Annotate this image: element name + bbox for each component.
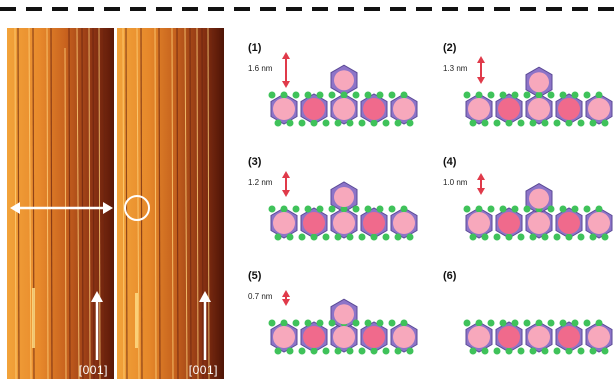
panel-number: (1) bbox=[248, 42, 262, 54]
panel-size-label: 1.6 nm bbox=[248, 64, 273, 73]
stm-image-left: [001] bbox=[7, 28, 114, 379]
molecular-structure bbox=[463, 319, 613, 355]
panel-size-label: 1.3 nm bbox=[443, 64, 468, 73]
direction-arrow bbox=[199, 291, 211, 360]
molecular-structure bbox=[463, 183, 613, 241]
scale-arrow-icon bbox=[477, 56, 485, 84]
panel-size-label: 1.2 nm bbox=[248, 178, 273, 187]
panel-number: (4) bbox=[443, 156, 457, 168]
width-double-arrow bbox=[10, 202, 113, 214]
stm-texture bbox=[117, 28, 224, 379]
panel-number: (3) bbox=[248, 156, 262, 168]
scale-arrow-icon bbox=[282, 52, 290, 88]
axis-direction-label: [001] bbox=[188, 363, 218, 377]
dashed-separator bbox=[0, 7, 615, 11]
panel-number: (5) bbox=[248, 270, 262, 282]
panel-number: (6) bbox=[443, 270, 457, 282]
model-panel-3: (3) 1.2 nm bbox=[248, 156, 432, 266]
panel-size-label: 0.7 nm bbox=[248, 292, 273, 301]
stm-image-right: [001] bbox=[117, 28, 224, 379]
model-panel-1: (1) 1.6 nm bbox=[248, 42, 432, 152]
stm-texture bbox=[7, 28, 114, 379]
molecular-structure bbox=[268, 298, 418, 355]
model-panel-4: (4) 1.0 nm bbox=[443, 156, 615, 266]
axis-direction-label: [001] bbox=[78, 363, 108, 377]
panel-size-label: 1.0 nm bbox=[443, 178, 468, 187]
molecular-structure bbox=[463, 66, 613, 127]
model-panel-6: (6) bbox=[443, 270, 615, 380]
highlight-circle bbox=[124, 195, 150, 221]
direction-arrow bbox=[91, 291, 103, 360]
scale-arrow-icon bbox=[477, 173, 485, 195]
panel-number: (2) bbox=[443, 42, 457, 54]
scale-arrow-icon bbox=[282, 171, 290, 197]
scale-arrow-icon bbox=[282, 290, 290, 306]
model-panel-5: (5) 0.7 nm bbox=[248, 270, 432, 380]
molecular-structure bbox=[268, 181, 418, 241]
molecular-structure bbox=[268, 64, 418, 127]
model-panel-2: (2) 1.3 nm bbox=[443, 42, 615, 152]
